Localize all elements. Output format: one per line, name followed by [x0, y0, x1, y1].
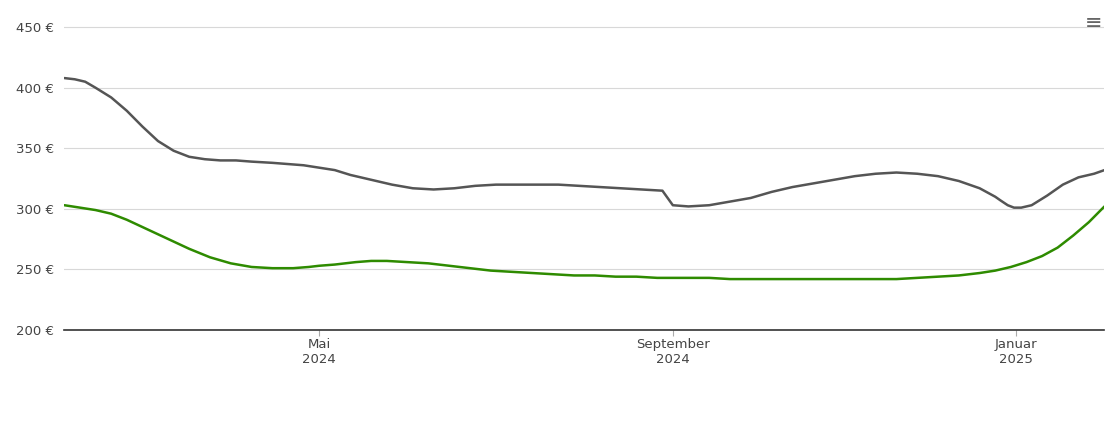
Text: ≡: ≡	[1084, 13, 1102, 33]
Legend: lose Ware, Sackware: lose Ware, Sackware	[473, 418, 696, 423]
